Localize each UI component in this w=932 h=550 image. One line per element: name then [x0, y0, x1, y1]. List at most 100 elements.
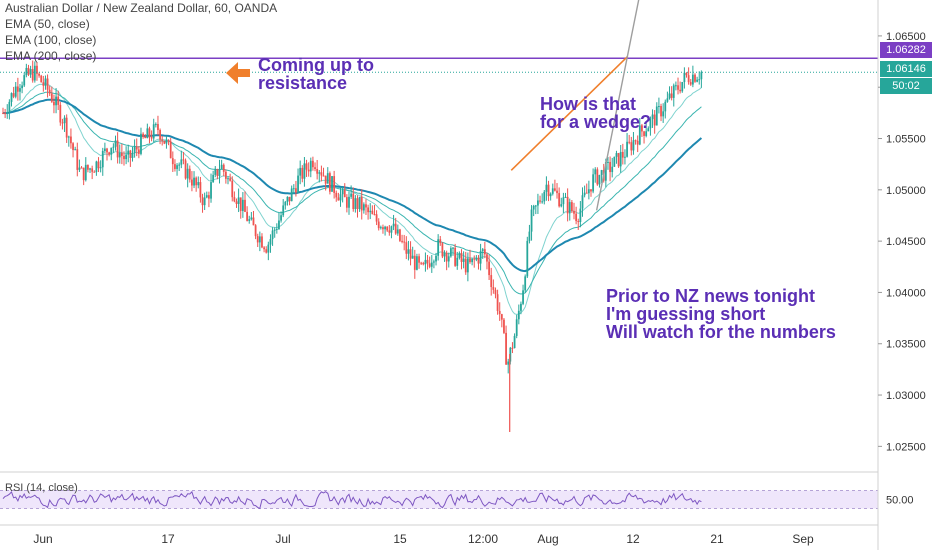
candle-body — [150, 137, 153, 139]
candle-body — [422, 263, 425, 265]
candle-body — [99, 167, 102, 169]
candle-body — [369, 210, 372, 213]
candle-body — [244, 199, 246, 212]
candle-body — [203, 197, 206, 206]
candle-body — [140, 133, 142, 154]
candle-body — [241, 199, 244, 211]
candle-body — [125, 154, 128, 160]
candle-body — [67, 136, 70, 138]
candle-body — [72, 143, 74, 151]
candle-body — [59, 104, 62, 123]
candle-body — [435, 255, 437, 262]
time-tick-label: 12:00 — [468, 532, 498, 546]
candle-body — [233, 197, 236, 202]
candle-body — [38, 73, 40, 76]
time-tick-label: 12 — [626, 532, 640, 546]
candle-body — [188, 168, 191, 180]
candle-body — [161, 139, 164, 141]
candle-body — [596, 169, 599, 185]
candle-body — [528, 231, 531, 241]
annotation-line: resistance — [258, 73, 348, 93]
candle-body — [543, 191, 546, 202]
annotation-line: for a wedge? — [540, 112, 652, 132]
candle-body — [114, 140, 117, 147]
candle-body — [573, 210, 575, 214]
candle-body — [275, 228, 278, 230]
candle-body — [522, 290, 524, 304]
candle-body — [662, 111, 665, 117]
candle-body — [216, 169, 219, 176]
rsi-lines: 50.00 — [0, 490, 914, 510]
candle-body — [146, 128, 149, 139]
candle-body — [549, 193, 552, 197]
candle-body — [63, 117, 66, 124]
candle-body — [271, 230, 274, 240]
candle-body — [407, 249, 410, 254]
candle-body — [541, 201, 544, 203]
candle-body — [433, 261, 435, 263]
candle-body — [562, 197, 565, 205]
time-tick-label: Jun — [33, 532, 52, 546]
candle-body — [517, 310, 520, 320]
candle-body — [649, 119, 652, 129]
candle-body — [655, 106, 658, 126]
candle-body — [180, 159, 183, 165]
candle-body — [515, 319, 518, 336]
candle-body — [371, 210, 374, 215]
candle-body — [700, 72, 703, 80]
candle-body — [505, 332, 507, 365]
candle-body — [411, 255, 414, 259]
candle-body — [252, 217, 255, 226]
candle-body — [57, 96, 60, 105]
candle-body — [305, 163, 308, 170]
candle-body — [636, 140, 639, 145]
candle-body — [587, 189, 590, 194]
last-price-value: 1.06146 — [886, 63, 926, 75]
candle-body — [248, 219, 251, 221]
candle-body — [558, 193, 561, 207]
chart-title: Australian Dollar / New Zealand Dollar, … — [5, 1, 278, 15]
candle-body — [581, 195, 584, 209]
ema200-legend: EMA (200, close) — [5, 49, 97, 63]
candle-body — [430, 262, 433, 267]
candle-body — [617, 153, 620, 167]
candle-body — [193, 177, 195, 186]
candle-body — [454, 247, 457, 266]
candle-body — [89, 168, 91, 170]
candle-body — [424, 259, 427, 265]
candle-body — [560, 204, 563, 207]
candle-body — [360, 196, 363, 211]
candle-body — [82, 167, 85, 181]
candle-body — [61, 122, 64, 124]
candle-body — [120, 152, 123, 156]
candle-body — [428, 263, 431, 267]
candle-body — [254, 225, 257, 237]
candle-body — [439, 239, 442, 244]
resistance-annotation: Coming up to resistance — [258, 56, 374, 92]
candle-body — [303, 163, 306, 179]
candle-body — [208, 195, 210, 199]
candle-body — [382, 227, 384, 230]
candle-body — [50, 93, 53, 102]
candle-body — [658, 106, 660, 108]
candle-body — [256, 236, 259, 243]
candle-body — [471, 258, 474, 263]
candle-body — [447, 256, 450, 262]
candle-body — [388, 230, 391, 233]
candle-body — [142, 133, 144, 137]
candles — [2, 60, 703, 432]
candle-body — [326, 173, 329, 184]
candle-body — [33, 65, 36, 81]
candle-body — [278, 220, 280, 229]
candle-body — [694, 74, 696, 82]
candle-body — [677, 85, 679, 90]
annotation-line: Will watch for the numbers — [606, 322, 836, 342]
candle-body — [418, 256, 420, 263]
candle-body — [103, 148, 106, 151]
candle-body — [224, 171, 227, 179]
candle-body — [76, 149, 79, 170]
candle-body — [456, 257, 459, 266]
candle-body — [594, 169, 597, 175]
candle-body — [696, 79, 699, 82]
